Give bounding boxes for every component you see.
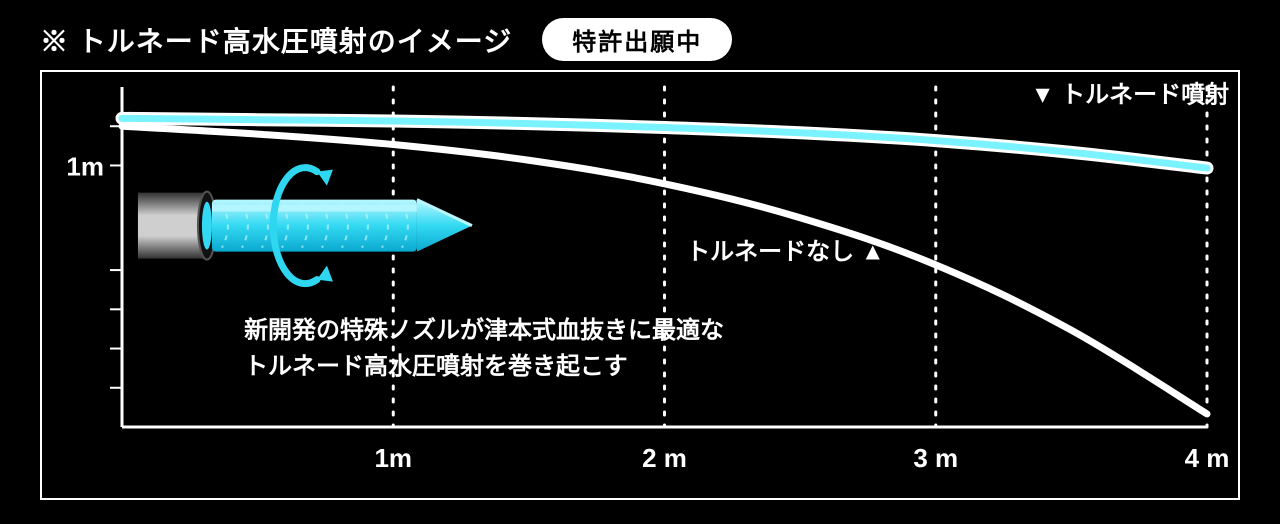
chart-frame: 1m 2 m 3 m 4 m 1m ▼ トルネード噴射トルネードなし ▲ 新開発の特殊ノズル…	[40, 70, 1240, 500]
page-title: ※ トルネード高水圧噴射のイメージ	[40, 20, 512, 60]
svg-text:トルネード高水圧噴射を巻き起こす: トルネード高水圧噴射を巻き起こす	[244, 352, 628, 380]
svg-text:1m: 1m	[374, 443, 412, 473]
svg-text:4 m: 4 m	[1185, 443, 1230, 473]
svg-text:2 m: 2 m	[642, 443, 687, 473]
svg-text:1m: 1m	[66, 151, 104, 181]
svg-text:トルネードなし ▲: トルネードなし ▲	[686, 239, 884, 266]
chart-plot: 1m 2 m 3 m 4 m 1m ▼ トルネード噴射トルネードなし ▲ 新開発の特殊ノズル…	[42, 72, 1238, 498]
nozzle-icon	[137, 168, 472, 284]
svg-text:3 m: 3 m	[913, 443, 958, 473]
svg-text:▼ トルネード噴射: ▼ トルネード噴射	[1031, 82, 1229, 109]
svg-text:新開発の特殊ノズルが津本式血抜きに最適な: 新開発の特殊ノズルが津本式血抜きに最適な	[244, 316, 724, 344]
patent-badge: 特許出願中	[542, 18, 732, 61]
